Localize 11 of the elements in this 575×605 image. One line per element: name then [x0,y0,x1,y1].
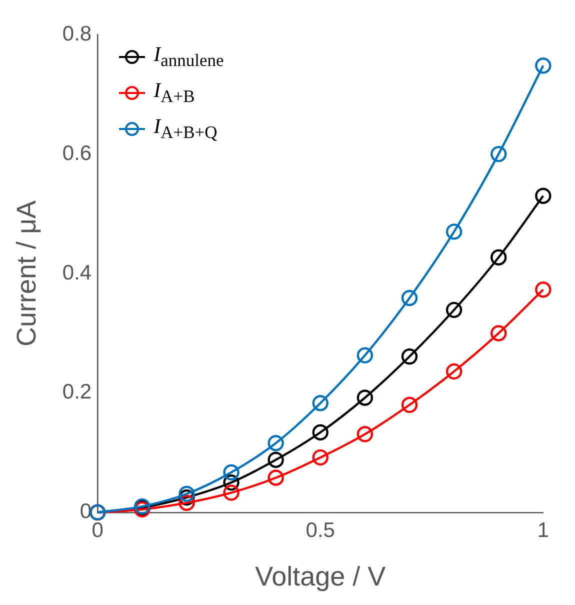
x-axis-title: Voltage / V [255,561,386,592]
x-tick-label: 1 [537,518,550,542]
y-axis-title: Current / μA [12,200,42,347]
y-tick-label: 0.8 [62,22,92,46]
y-tick-label: 0.2 [62,380,92,404]
legend-label: I$_{annulene}$ [154,42,224,72]
legend-label: I$_{A+B}$ [154,78,195,108]
y-tick-label: 0.6 [62,142,92,165]
x-tick-label: 0.5 [306,518,335,542]
y-tick-label: 0.4 [62,261,92,284]
legend-label: I$_{A+B+Q}$ [154,114,218,144]
